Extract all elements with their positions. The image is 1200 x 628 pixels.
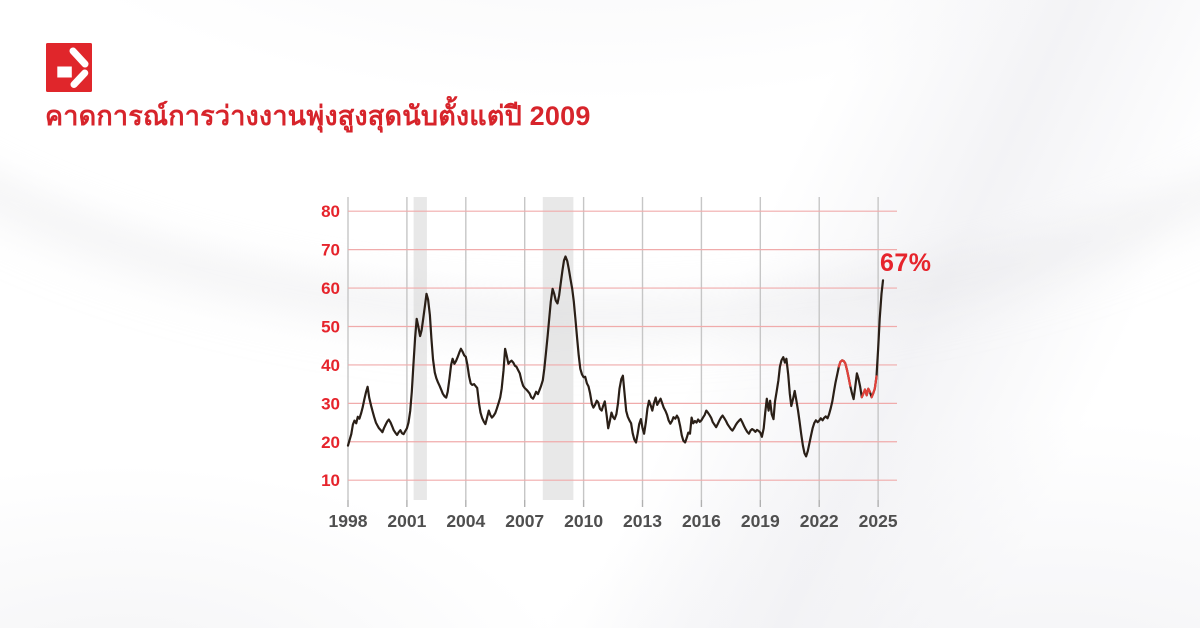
x-axis-label: 2019 (741, 511, 780, 531)
y-axis-label: 10 (321, 471, 340, 490)
y-axis-label: 40 (321, 356, 340, 375)
x-axis-label: 2022 (800, 511, 839, 531)
series-highlight-segment (837, 359, 852, 387)
y-axis-label: 60 (321, 279, 340, 298)
y-axis-label: 50 (321, 317, 340, 336)
brand-logo-icon (46, 43, 92, 92)
series-highlight-segment (870, 375, 878, 399)
page-title: คาดการณ์การว่างงานพุ่งสูงสุดนับตั้งแต่ปี… (45, 101, 591, 131)
y-axis-label: 70 (321, 241, 340, 260)
x-axis-label: 2001 (387, 511, 426, 531)
x-axis-label: 2010 (564, 511, 603, 531)
x-axis-label: 2025 (859, 511, 898, 531)
recession-band (542, 197, 574, 500)
latest-value-annotation: 67% (880, 249, 932, 277)
recession-band (413, 197, 427, 500)
y-axis-label: 20 (321, 433, 340, 452)
x-axis-label: 2007 (505, 511, 544, 531)
series-line (346, 255, 885, 458)
y-axis-label: 30 (321, 394, 340, 413)
brand-logo (46, 43, 92, 92)
x-axis-label: 2016 (682, 511, 721, 531)
y-axis-label: 80 (321, 202, 340, 221)
x-axis-label: 2004 (446, 511, 485, 531)
x-axis-label: 1998 (329, 511, 368, 531)
series-highlight-segment (860, 387, 871, 399)
x-axis-label: 2013 (623, 511, 662, 531)
